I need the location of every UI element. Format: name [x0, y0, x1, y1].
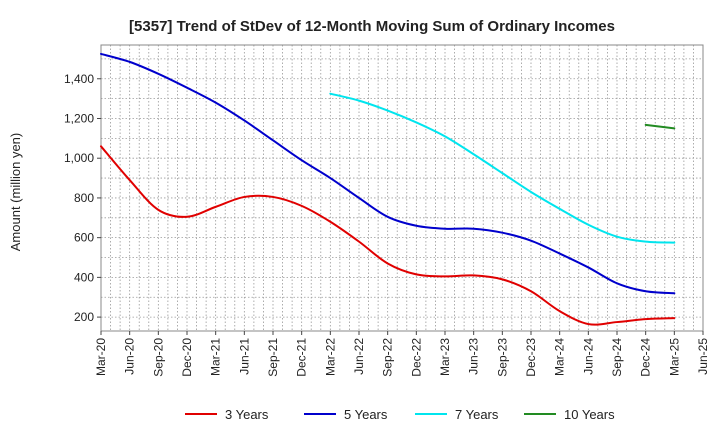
- x-tick-label: Dec-23: [524, 338, 538, 377]
- legend-label-4: 10 Years: [564, 407, 615, 422]
- x-tick-label: Jun-21: [237, 338, 251, 375]
- x-tick-label: Sep-24: [610, 338, 624, 377]
- series-line-2: [100, 52, 676, 295]
- series-line-4: [644, 123, 676, 130]
- y-tick-label: 1,400: [64, 72, 94, 86]
- x-tick-label: Jun-24: [581, 338, 595, 375]
- x-tick-label: Mar-22: [323, 338, 337, 376]
- y-axis-ticks: 200 400 600 800 1,000 1,200 1,400: [64, 72, 101, 324]
- x-tick-label: Jun-23: [467, 338, 481, 375]
- x-tick-label: Jun-22: [352, 338, 366, 375]
- series-line-1: [100, 145, 676, 326]
- x-tick-label: Dec-21: [295, 338, 309, 377]
- x-tick-label: Jun-20: [123, 338, 137, 375]
- y-tick-label: 800: [74, 191, 94, 205]
- x-tick-label: Dec-22: [409, 338, 423, 377]
- x-tick-label: Sep-22: [381, 338, 395, 377]
- y-tick-label: 600: [74, 231, 94, 245]
- legend: 3 Years 5 Years 7 Years 10 Years: [185, 407, 615, 422]
- y-tick-label: 1,000: [64, 151, 94, 165]
- x-axis-ticks: Mar-20 Jun-20 Sep-20 Dec-20 Mar-21 Jun-21 Sep-…: [94, 331, 710, 377]
- y-axis-label: Amount (million yen): [8, 133, 23, 252]
- x-tick-label: Mar-23: [438, 338, 452, 376]
- legend-label-2: 5 Years: [344, 407, 388, 422]
- x-tick-label: Mar-25: [667, 338, 681, 376]
- x-tick-label: Mar-20: [94, 338, 108, 376]
- legend-label-3: 7 Years: [455, 407, 499, 422]
- y-tick-label: 1,200: [64, 111, 94, 125]
- x-tick-label: Mar-24: [553, 338, 567, 376]
- x-tick-label: Sep-23: [495, 338, 509, 377]
- y-tick-label: 200: [74, 310, 94, 324]
- y-tick-label: 400: [74, 270, 94, 284]
- chart-title: [5357] Trend of StDev of 12-Month Moving…: [129, 18, 615, 35]
- grid-lines: [100, 45, 703, 331]
- x-tick-label: Mar-21: [209, 338, 223, 376]
- series-line-3: [329, 92, 676, 244]
- legend-label-1: 3 Years: [225, 407, 269, 422]
- x-tick-label: Dec-24: [639, 338, 653, 377]
- x-tick-label: Dec-20: [180, 338, 194, 377]
- x-tick-label: Sep-20: [151, 338, 165, 377]
- x-tick-label: Jun-25: [696, 338, 710, 375]
- x-tick-label: Sep-21: [266, 338, 280, 377]
- plot-area: [100, 44, 704, 332]
- series-lines: [100, 52, 676, 326]
